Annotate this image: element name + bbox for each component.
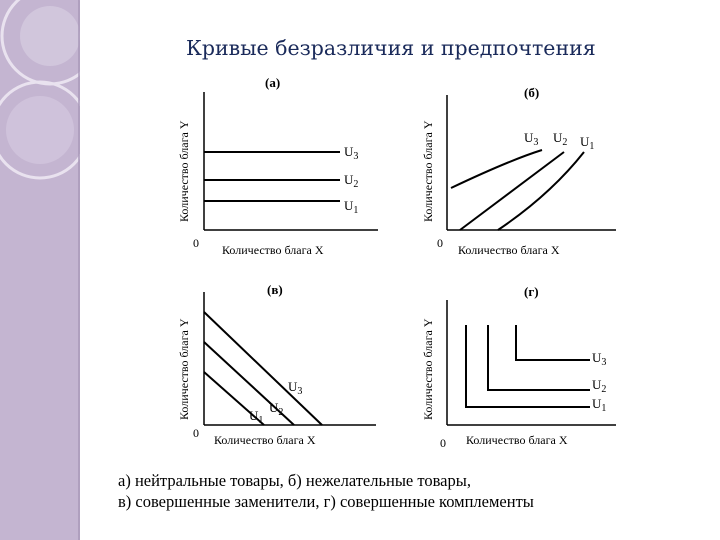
slide-title: Кривые безразличия и предпочтения xyxy=(186,36,596,60)
panel-d-label: (г) xyxy=(524,284,539,299)
curve-b-u2 xyxy=(459,151,565,231)
curve-c-u2 xyxy=(203,341,295,426)
panel-b-label: (б) xyxy=(524,85,539,100)
panel-c-y-axis-label: Количество блага Y xyxy=(177,318,191,420)
panel-a-label: (a) xyxy=(265,75,280,90)
panel-d: (г) Количество блага Y Количество блага … xyxy=(421,284,616,450)
curve-d-u3-label: U3 xyxy=(592,350,606,368)
decorative-sidebar xyxy=(0,0,80,540)
caption-line-2: в) совершенные заменители, г) совершенны… xyxy=(118,492,534,511)
curve-b-u1 xyxy=(497,151,585,231)
curve-b-u2-label: U2 xyxy=(553,130,567,148)
curve-b-u3 xyxy=(450,149,543,189)
panel-a-y-axis-label: Количество блага Y xyxy=(177,120,191,222)
panel-d-y-axis-label: Количество блага Y xyxy=(421,318,435,420)
panel-b-y-axis-label: Количество блага Y xyxy=(421,120,435,222)
curve-c-u1 xyxy=(203,371,265,426)
panel-c: (в) Количество блага Y Количество блага … xyxy=(177,282,376,447)
curve-d-u2 xyxy=(487,325,590,391)
curve-a-u2-label: U2 xyxy=(344,172,358,190)
panel-c-origin: 0 xyxy=(193,426,199,440)
panel-c-x-axis-label: Количество блага X xyxy=(214,433,316,447)
curve-b-u3-label: U3 xyxy=(524,130,538,148)
caption-line-1: а) нейтральные товары, б) нежелательные … xyxy=(118,471,471,490)
panel-b: (б) Количество блага Y Количество блага … xyxy=(421,85,616,257)
curve-c-u1-label: U1 xyxy=(249,408,263,426)
curve-d-u1-label: U1 xyxy=(592,396,606,414)
curve-a-u3-label: U3 xyxy=(344,144,358,162)
curve-b-u1-label: U1 xyxy=(580,134,594,152)
curve-c-u3-label: U3 xyxy=(288,379,302,397)
curve-c-u2-label: U2 xyxy=(269,400,283,418)
panel-a-x-axis-label: Количество блага X xyxy=(222,243,324,257)
panel-a: (a) Количество блага Y Количество блага … xyxy=(177,75,378,257)
panel-d-origin: 0 xyxy=(440,436,446,450)
panel-b-origin: 0 xyxy=(437,236,443,250)
curve-d-u3 xyxy=(515,325,590,361)
curve-d-u2-label: U2 xyxy=(592,377,606,395)
caption: а) нейтральные товары, б) нежелательные … xyxy=(118,470,534,512)
panel-b-x-axis-label: Количество блага X xyxy=(458,243,560,257)
curve-a-u1-label: U1 xyxy=(344,198,358,216)
curve-c-u3 xyxy=(203,311,323,426)
panel-a-origin: 0 xyxy=(193,236,199,250)
panel-d-x-axis-label: Количество блага X xyxy=(466,433,568,447)
curve-d-u1 xyxy=(465,325,590,408)
panel-c-label: (в) xyxy=(267,282,283,297)
